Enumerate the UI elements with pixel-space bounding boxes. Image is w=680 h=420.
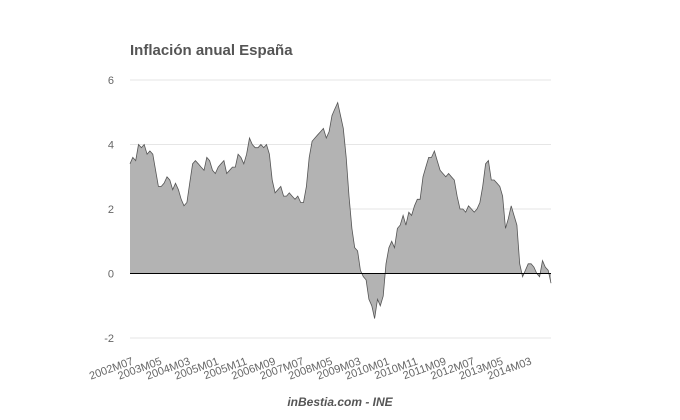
y-tick-label: 2 [108,204,114,216]
chart-title: Inflación anual España [130,42,293,59]
y-axis: -2 0 2 4 6 [104,75,114,345]
y-tick-label: 4 [108,140,114,152]
inflation-area [130,102,551,319]
y-tick-label: 6 [108,75,114,87]
x-axis: 2002M072003M052004M032005M012005M112006M… [88,356,533,383]
y-tick-label: -2 [104,333,114,345]
inflation-line [129,101,552,319]
y-tick-label: 0 [108,269,114,281]
chart-source: inBestia.com - INE [287,395,393,409]
